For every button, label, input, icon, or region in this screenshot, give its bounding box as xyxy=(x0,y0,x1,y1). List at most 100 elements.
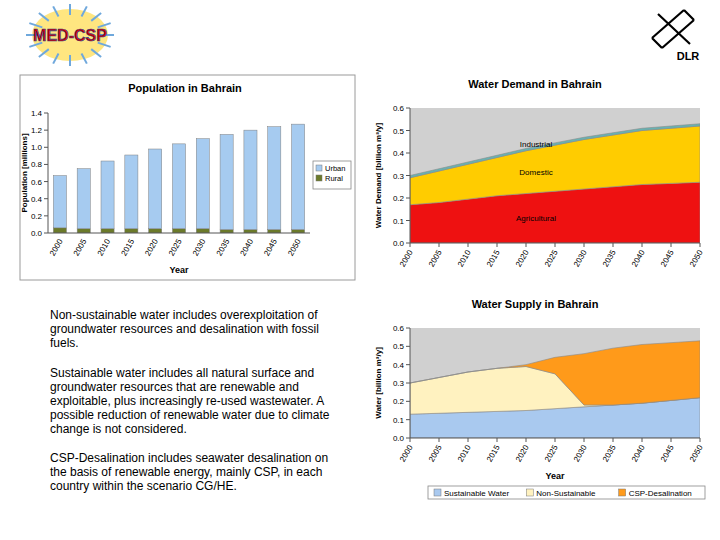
series-label: Domestic xyxy=(519,168,552,177)
note: Sustainable water includes all natural s… xyxy=(50,366,332,436)
x-axis-title: Year xyxy=(545,471,565,481)
y-tick xyxy=(406,401,410,402)
x-tick-label: 2015 xyxy=(485,248,502,268)
logo-sun xyxy=(32,9,108,61)
x-tick xyxy=(526,243,527,247)
y-tick-label: 0.4 xyxy=(31,195,43,204)
legend-label: Urban xyxy=(325,164,345,173)
bar xyxy=(196,229,209,233)
area xyxy=(410,124,700,178)
y-tick xyxy=(406,108,410,109)
x-tick xyxy=(642,243,643,247)
y-tick-label: 0.4 xyxy=(393,149,405,158)
x-tick-label: 2040 xyxy=(630,443,647,463)
x-tick-label: 2040 xyxy=(238,237,255,257)
bar xyxy=(101,229,114,233)
y-tick-label: 0.0 xyxy=(393,434,405,443)
y-tick-label: 1.0 xyxy=(31,143,43,152)
y-tick xyxy=(406,364,410,365)
x-tick-label: 2005 xyxy=(427,248,444,268)
chart-title: Water Demand in Bahrain xyxy=(468,78,602,90)
x-tick-label: 2000 xyxy=(398,248,415,268)
x-tick-label: 2040 xyxy=(630,248,647,268)
y-tick-label: 0.5 xyxy=(393,127,405,136)
bar xyxy=(292,230,305,233)
x-tick xyxy=(700,438,701,442)
legend-label: Sustainable Water xyxy=(444,489,509,498)
chart-title: Water Supply in Bahrain xyxy=(472,298,599,310)
legend-swatch xyxy=(316,165,322,171)
x-tick-label: 2050 xyxy=(688,443,705,463)
y-tick xyxy=(44,198,48,199)
x-tick xyxy=(584,243,585,247)
y-tick xyxy=(44,181,48,182)
y-axis-title: Population [millions] xyxy=(20,133,29,212)
y-tick xyxy=(406,130,410,131)
y-tick xyxy=(406,383,410,384)
y-tick-label: 0.6 xyxy=(393,324,405,333)
x-tick-label: 2010 xyxy=(456,443,473,463)
y-tick xyxy=(44,164,48,165)
legend: UrbanRural xyxy=(313,161,351,189)
y-axis-line xyxy=(410,108,411,243)
bar xyxy=(77,229,90,233)
series-label: Industrial xyxy=(520,140,553,149)
logo-ray xyxy=(91,49,101,57)
legend-box xyxy=(428,486,705,499)
y-tick xyxy=(44,215,48,216)
x-tick-label: 2020 xyxy=(143,237,160,257)
x-tick xyxy=(439,438,440,442)
y-axis-title: Water [billion m³/y] xyxy=(374,347,383,419)
x-tick-label: 2045 xyxy=(659,443,676,463)
logo-left: MED-CSP xyxy=(26,4,114,66)
chart-title: Population in Bahrain xyxy=(128,82,242,94)
logo-ray xyxy=(53,53,58,63)
logo-mark xyxy=(652,10,694,48)
bar xyxy=(53,228,66,233)
y-tick-label: 0.2 xyxy=(393,397,405,406)
y-tick xyxy=(406,198,410,199)
x-tick-label: 2035 xyxy=(601,443,618,463)
plot-background xyxy=(410,108,700,243)
y-tick xyxy=(44,233,48,234)
legend-box xyxy=(313,161,351,189)
x-axis-line xyxy=(410,438,700,439)
y-tick xyxy=(406,175,410,176)
y-tick-label: 0.8 xyxy=(31,160,43,169)
x-tick xyxy=(671,243,672,247)
x-tick xyxy=(468,438,469,442)
bar xyxy=(292,124,305,229)
bar xyxy=(101,161,114,229)
y-tick-label: 0.1 xyxy=(393,416,405,425)
x-tick-label: 2005 xyxy=(427,443,444,463)
plot-background xyxy=(410,328,700,438)
bar xyxy=(125,155,138,229)
x-tick-label: 2025 xyxy=(543,248,560,268)
x-tick-label: 2045 xyxy=(262,237,279,257)
areas xyxy=(410,124,700,243)
logo-ray xyxy=(81,53,86,63)
x-tick-label: 2015 xyxy=(119,237,136,257)
legend-swatch xyxy=(434,489,441,496)
area xyxy=(410,341,700,405)
legend: Sustainable WaterNon-SustainableCSP-Desa… xyxy=(428,486,705,499)
logo-ray xyxy=(39,13,49,21)
x-tick xyxy=(497,438,498,442)
y-tick xyxy=(406,243,410,244)
bar xyxy=(268,230,281,233)
bar xyxy=(172,229,185,233)
bar xyxy=(268,127,281,230)
x-tick xyxy=(555,438,556,442)
x-tick-label: 2005 xyxy=(72,237,89,257)
logo-right: DLR xyxy=(652,10,699,62)
y-tick-label: 0.6 xyxy=(31,178,43,187)
logo-ray xyxy=(69,4,71,15)
x-tick-label: 2000 xyxy=(398,443,415,463)
bar xyxy=(149,229,162,233)
x-tick-label: 2025 xyxy=(167,237,184,257)
x-axis-line xyxy=(48,233,310,234)
y-tick-label: 0.3 xyxy=(393,172,405,181)
logo-text: DLR xyxy=(677,50,700,62)
x-tick-label: 2030 xyxy=(572,248,589,268)
x-tick-label: 2050 xyxy=(286,237,303,257)
